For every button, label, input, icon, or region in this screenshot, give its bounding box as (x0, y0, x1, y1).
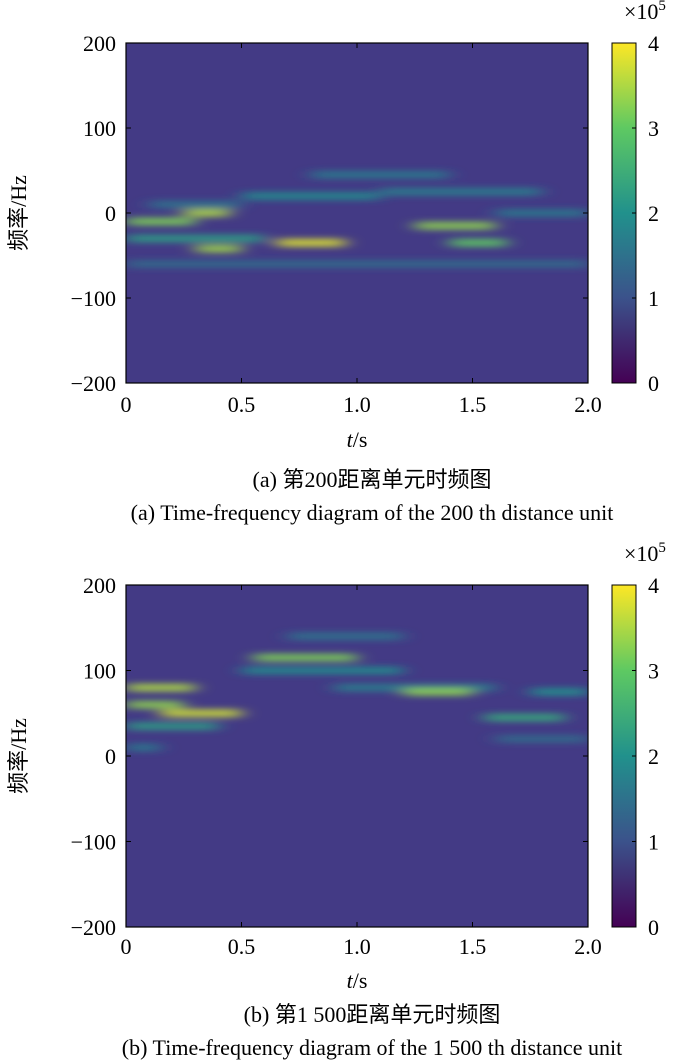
y-tick-label: 0 (105, 201, 116, 226)
y-tick-label: −100 (71, 830, 116, 855)
x-tick-label: 1.5 (459, 934, 487, 959)
colorbar (611, 42, 637, 384)
colorbar-tick-label: 3 (648, 116, 659, 141)
x-axis-unit: /s (353, 427, 368, 452)
x-axis-unit: /s (353, 968, 368, 993)
colorbar-tick-label: 4 (648, 31, 659, 56)
y-tick-label: −200 (71, 915, 116, 940)
x-axis-label: t/s (347, 968, 368, 993)
caption-chinese: (a) 第200距离单元时频图 (253, 467, 492, 492)
y-tick-label: 100 (83, 659, 116, 684)
x-axis-variable: t (347, 968, 354, 993)
heatmap-panel-a: 0 0.5 1.0 1.5 2.0 200 100 0 −100 −200 t/s 频率/Hz 4 3 2 1… (6, 0, 666, 525)
heatmap-cell-12 (287, 632, 404, 640)
heatmap-cell-9 (449, 239, 508, 247)
y-tick-label: 200 (83, 573, 116, 598)
heatmap-cell-5 (241, 192, 381, 200)
y-tick-label: 100 (83, 116, 116, 141)
colorbar-tick-label: 0 (648, 915, 659, 940)
x-tick-label: 0.5 (228, 392, 256, 417)
colorbar-tick-label: 1 (648, 830, 659, 855)
x-axis-variable: t (347, 427, 354, 452)
x-tick-label: 2.0 (574, 934, 602, 959)
x-tick-label: 1.5 (459, 392, 487, 417)
heatmap-cell-8 (414, 222, 496, 230)
x-tick-label: 1.0 (343, 934, 371, 959)
x-tick-label: 2.0 (574, 392, 602, 417)
colorbar-multiplier-exponent: 5 (658, 0, 666, 14)
colorbar-multiplier-base: ×10 (624, 541, 658, 566)
heatmap-cells (126, 171, 588, 268)
colorbar-multiplier: ×105 (624, 0, 666, 24)
colorbar-tick-label: 0 (648, 371, 659, 396)
heatmap-cell-11 (495, 735, 588, 743)
heatmap-cell-11 (495, 209, 588, 217)
heatmap-cell-4 (126, 743, 161, 751)
colorbar-tick-label: 2 (648, 201, 659, 226)
heatmap-cell-12 (149, 201, 242, 208)
heatmap-cell-8 (403, 688, 473, 696)
heatmap-panel-b: 0 0.5 1.0 1.5 2.0 200 100 0 −100 −200 t/s 频率/Hz 4 3 2 1… (6, 540, 666, 1060)
y-tick-label: 0 (105, 744, 116, 769)
y-tick-label: −100 (71, 286, 116, 311)
heatmap-cell-1 (183, 209, 230, 217)
x-tick-label: 0.5 (228, 934, 256, 959)
heatmap-cell-2 (160, 709, 242, 717)
heatmap-cells (126, 632, 588, 751)
heatmap-cell-3 (126, 722, 219, 730)
caption-english: (a) Time-frequency diagram of the 200 th… (131, 500, 614, 525)
heatmap-cell-6 (241, 667, 404, 674)
heatmap-cell-1 (126, 701, 184, 709)
heatmap-cell-0 (126, 218, 196, 225)
heatmap-cell-3 (195, 245, 242, 253)
heatmap-cell-7 (380, 188, 542, 196)
colorbar-multiplier-exponent: 5 (658, 540, 666, 556)
heatmap-cell-10 (126, 260, 588, 268)
x-tick-label: 1.0 (343, 392, 371, 417)
heatmap-cell-10 (530, 688, 588, 696)
heatmap-cell-9 (484, 714, 565, 722)
colorbar-multiplier-base: ×10 (624, 0, 658, 24)
heatmap-cell-5 (253, 654, 357, 662)
colorbar-tick-label: 2 (648, 744, 659, 769)
caption-chinese: (b) 第1 500距离单元时频图 (244, 1002, 501, 1027)
heatmap-cell-2 (126, 235, 265, 242)
heatmap-cell-6 (310, 171, 450, 179)
x-tick-label: 0 (121, 934, 132, 959)
colorbar-multiplier: ×105 (624, 540, 666, 566)
y-tick-label: −200 (71, 371, 116, 396)
x-tick-label: 0 (121, 392, 132, 417)
colorbar-tick-label: 4 (648, 573, 659, 598)
y-axis-label: 频率/Hz (6, 175, 31, 251)
colorbar-tick-label: 3 (648, 659, 659, 684)
colorbar-tick-label: 1 (648, 286, 659, 311)
caption-english: (b) Time-frequency diagram of the 1 500 … (122, 1035, 622, 1060)
x-axis-label: t/s (347, 427, 368, 452)
y-tick-label: 200 (83, 31, 116, 56)
y-axis-label: 频率/Hz (6, 718, 31, 794)
heatmap-cell-0 (126, 684, 196, 692)
plot-area (126, 585, 588, 927)
heatmap-cell-4 (276, 239, 346, 247)
